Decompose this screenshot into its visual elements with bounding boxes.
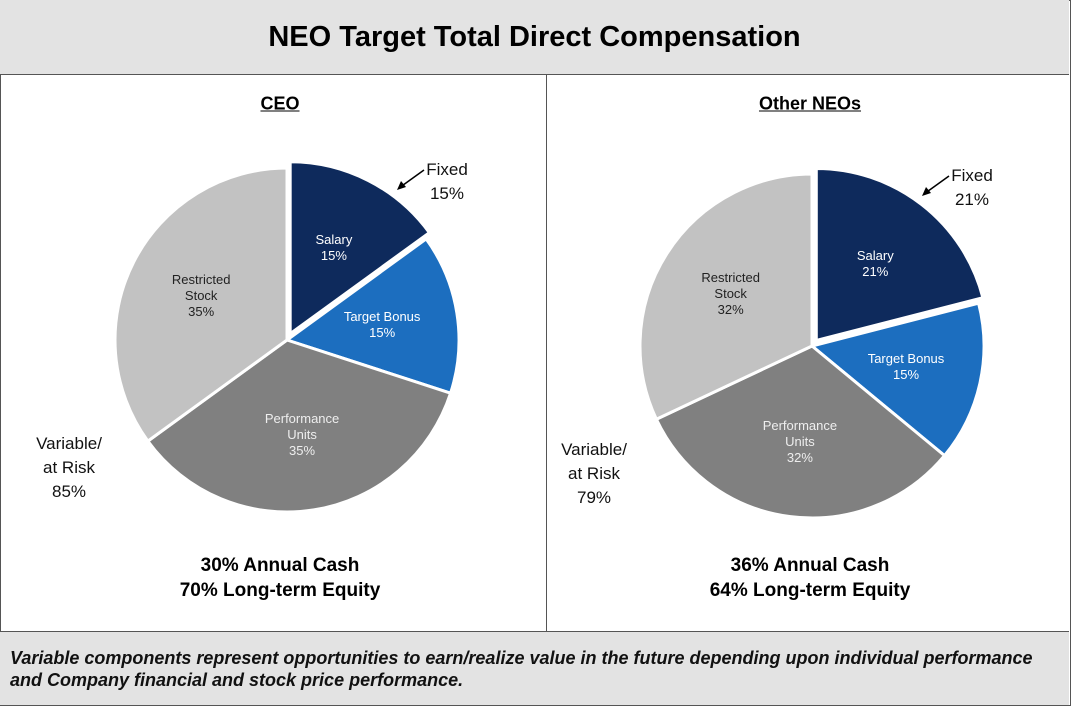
- pie-slice: [113, 166, 289, 444]
- slice-value-label: 32%: [786, 449, 813, 465]
- arrow-head: [922, 187, 931, 196]
- annotation-value: 21%: [954, 190, 990, 209]
- slice-value-label: 35%: [188, 304, 215, 320]
- summary-note: 70% Long-term Equity: [179, 580, 381, 601]
- summary-note: 30% Annual Cash: [200, 555, 360, 576]
- pie-slice: [808, 301, 986, 458]
- slice-value-label: 15%: [892, 367, 920, 382]
- annotation-value: 15%: [429, 184, 465, 203]
- slice-category: Salary: [856, 248, 894, 264]
- footer-note: Variable components represent opportunit…: [0, 631, 1069, 705]
- slice-category: Performance Units: [264, 411, 340, 443]
- slice-label: Salary 21%: [830, 248, 920, 280]
- slice-label: Restricted Stock 35%: [156, 272, 246, 320]
- slice-label: Restricted Stock 32%: [686, 270, 776, 318]
- slice-label: Target Bonus 15%: [337, 309, 427, 341]
- annotation-text: Variable/ at Risk: [36, 434, 102, 477]
- slice-value-label: 32%: [717, 302, 744, 318]
- annotation-value: 79%: [576, 488, 612, 507]
- annotation: Variable/ at Risk 79%: [559, 438, 629, 510]
- summary-note: 36% Annual Cash: [730, 555, 890, 576]
- slice-label: Performance Units 35%: [257, 411, 347, 459]
- annotation-text: Fixed: [426, 160, 468, 179]
- annotation-text: Variable/ at Risk: [561, 440, 627, 483]
- pie-title: CEO: [260, 93, 300, 114]
- pie-slice: [288, 160, 432, 337]
- summary-note: 64% Long-term Equity: [709, 580, 911, 601]
- slice-value-label: 15%: [320, 247, 347, 263]
- slice-category: Performance Units: [762, 417, 838, 449]
- divider: [546, 75, 547, 631]
- slice-category: Restricted Stock: [171, 272, 231, 304]
- slice-value-label: 15%: [369, 324, 396, 340]
- arrow-head: [397, 181, 406, 190]
- header-title: NEO Target Total Direct Compensation: [0, 0, 1069, 75]
- annotation-value: 85%: [51, 482, 87, 501]
- slice-value-label: 35%: [289, 443, 316, 459]
- slice-label: Performance Units 32%: [755, 418, 845, 466]
- slice-label: Salary 15%: [289, 232, 379, 264]
- slice-label: Target Bonus 15%: [861, 351, 951, 383]
- annotation: Variable/ at Risk 85%: [34, 432, 104, 504]
- slice-category: Salary: [315, 231, 353, 247]
- slice-category: Restricted Stock: [701, 270, 760, 302]
- slice-value-label: 21%: [862, 264, 889, 280]
- annotation: Fixed 21%: [951, 164, 993, 212]
- pie-slice: [814, 166, 985, 343]
- pie-slice: [638, 172, 814, 422]
- annotation: Fixed 15%: [426, 158, 468, 206]
- slice-category: Target Bonus: [867, 351, 945, 366]
- slice-category: Target Bonus: [343, 308, 421, 324]
- pie-slice: [283, 236, 461, 396]
- pie-title: Other NEOs: [758, 93, 862, 114]
- annotation-text: Fixed: [951, 166, 993, 185]
- pie-slice: [654, 344, 947, 520]
- pie-slice: [145, 338, 453, 514]
